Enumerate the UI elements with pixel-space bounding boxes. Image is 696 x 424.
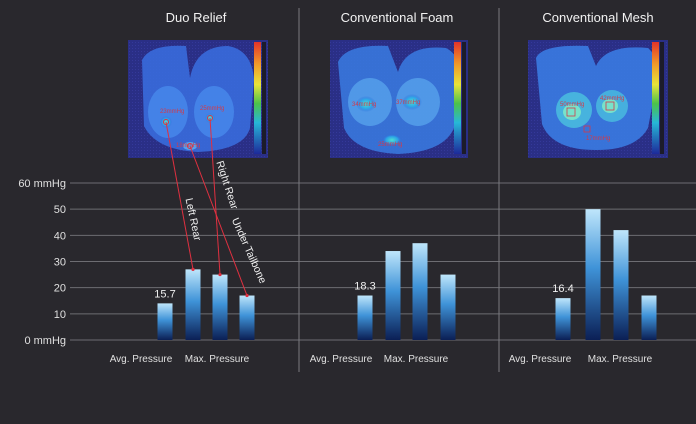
category-label: Max. Pressure bbox=[384, 354, 449, 365]
annotation-label: Under Tailbone bbox=[229, 216, 269, 285]
svg-text:17mmHg: 17mmHg bbox=[586, 136, 610, 142]
y-tick-label: 10 bbox=[54, 309, 66, 321]
category-label: Avg. Pressure bbox=[110, 354, 173, 365]
svg-text:34mmHg: 34mmHg bbox=[352, 102, 376, 108]
bar-max-pressure bbox=[613, 230, 629, 340]
leader-line bbox=[209, 117, 221, 275]
y-tick-label: 30 bbox=[54, 257, 66, 269]
bar-max-pressure bbox=[212, 274, 228, 340]
y-tick-label: 40 bbox=[54, 230, 66, 242]
category-label: Avg. Pressure bbox=[310, 354, 373, 365]
leader-line bbox=[165, 121, 194, 270]
y-tick-label: 0 mmHg bbox=[24, 335, 66, 347]
svg-text:18mmHg: 18mmHg bbox=[176, 143, 200, 149]
panel-title: Duo Relief bbox=[166, 10, 227, 25]
pressure-map-duo-relief: 23mmHg 25mmHg 18mmHg bbox=[128, 40, 268, 158]
bar-avg-pressure bbox=[157, 303, 173, 340]
avg-pressure-data-label: 15.7 bbox=[154, 288, 175, 300]
leader-dot bbox=[191, 267, 195, 271]
category-label: Max. Pressure bbox=[185, 354, 250, 365]
leader-dot bbox=[207, 115, 213, 121]
y-tick-label: 20 bbox=[54, 283, 66, 295]
bar-avg-pressure bbox=[357, 295, 373, 340]
bar-max-pressure bbox=[185, 269, 201, 340]
panel-title: Conventional Foam bbox=[341, 10, 454, 25]
bar-max-pressure bbox=[412, 243, 428, 340]
leader-dot bbox=[163, 119, 169, 125]
bar-max-pressure bbox=[585, 209, 601, 340]
y-tick-label: 50 bbox=[54, 204, 66, 216]
avg-pressure-data-label: 16.4 bbox=[552, 283, 573, 295]
leader-line bbox=[189, 145, 248, 296]
svg-text:50mmHg: 50mmHg bbox=[560, 102, 584, 108]
pressure-map-conventional-foam: 34mmHg 37mmHg 25mmHg bbox=[330, 40, 468, 158]
annotation-label: Right Rear bbox=[213, 159, 240, 211]
category-label: Avg. Pressure bbox=[509, 354, 572, 365]
bar-max-pressure bbox=[440, 274, 456, 340]
leader-dot bbox=[187, 143, 193, 149]
bar-max-pressure bbox=[239, 295, 255, 340]
leader-dot bbox=[245, 293, 249, 298]
panel-title: Conventional Mesh bbox=[542, 10, 653, 25]
bar-max-pressure bbox=[641, 295, 657, 340]
svg-text:23mmHg: 23mmHg bbox=[160, 109, 184, 115]
leader-dot bbox=[218, 272, 222, 277]
pressure-map-conventional-mesh: 50mmHg 42mmHg 17mmHg bbox=[528, 40, 668, 158]
svg-text:37mmHg: 37mmHg bbox=[396, 100, 420, 106]
category-label: Max. Pressure bbox=[588, 354, 653, 365]
bar-avg-pressure bbox=[555, 298, 571, 340]
avg-pressure-data-label: 18.3 bbox=[354, 281, 375, 293]
svg-text:42mmHg: 42mmHg bbox=[600, 96, 624, 102]
bar-max-pressure bbox=[385, 251, 401, 340]
svg-text:25mmHg: 25mmHg bbox=[200, 106, 224, 112]
y-tick-label: 60 mmHg bbox=[18, 178, 66, 190]
svg-text:25mmHg: 25mmHg bbox=[378, 142, 402, 148]
